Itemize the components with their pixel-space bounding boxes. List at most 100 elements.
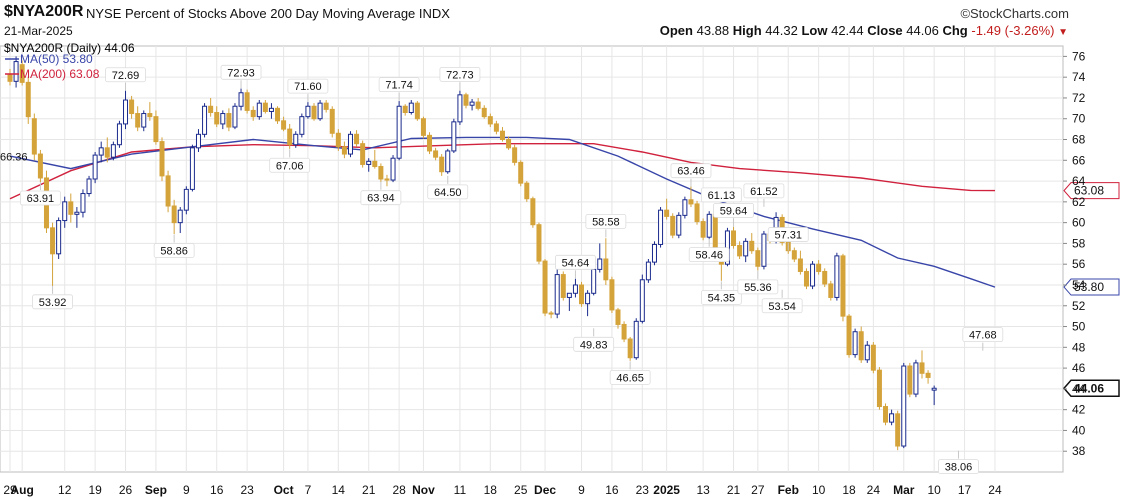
y-tick-label: 58 bbox=[1072, 236, 1086, 250]
y-tick-label: 62 bbox=[1072, 195, 1086, 209]
annotation-box bbox=[439, 66, 481, 82]
annotation-box bbox=[767, 227, 809, 242]
candle-up bbox=[202, 105, 208, 135]
edge-label-left: 66.36 bbox=[0, 152, 28, 164]
edge-label-value: 53.80 bbox=[1074, 280, 1104, 294]
candle-down bbox=[883, 406, 889, 423]
ma50-line bbox=[9, 136, 996, 288]
annotation-label: 58.46 bbox=[695, 250, 723, 262]
candle-up bbox=[183, 188, 189, 211]
candle-down bbox=[481, 107, 487, 118]
candle-down bbox=[493, 123, 499, 132]
candle-down bbox=[208, 105, 214, 113]
annotation-label: 61.13 bbox=[708, 190, 736, 202]
x-tick-label: 16 bbox=[605, 483, 619, 497]
candle-up bbox=[645, 261, 651, 281]
change-label: Chg bbox=[942, 23, 968, 38]
annotation-label: 57.31 bbox=[774, 230, 802, 242]
candle-up bbox=[56, 220, 62, 255]
legend-main: $NYA200R (Daily) 44.06 bbox=[4, 41, 135, 55]
candle-down bbox=[749, 240, 755, 252]
annotation-label: 63.46 bbox=[677, 166, 705, 178]
y-tick-label: 74 bbox=[1072, 70, 1086, 84]
annotation-box bbox=[105, 67, 146, 83]
x-tick-label: 9 bbox=[183, 483, 190, 497]
candle-up bbox=[98, 147, 104, 156]
candle-down bbox=[542, 260, 548, 314]
candle-down bbox=[129, 99, 135, 115]
candle-up bbox=[189, 147, 195, 190]
plot-frame bbox=[0, 45, 1064, 473]
candle-down bbox=[816, 263, 822, 272]
candle-down bbox=[609, 279, 615, 311]
x-tick-label: Sep bbox=[145, 483, 167, 497]
y-tick-label: 56 bbox=[1072, 257, 1086, 271]
x-tick-label: 9 bbox=[578, 483, 585, 497]
candle-up bbox=[116, 123, 122, 146]
candle-up bbox=[651, 243, 657, 263]
candle-up bbox=[177, 209, 183, 224]
candle-down bbox=[244, 92, 250, 111]
candle-down bbox=[907, 365, 913, 395]
candle-up bbox=[232, 105, 238, 128]
candle-down bbox=[579, 284, 585, 305]
annotation-label: 63.94 bbox=[367, 193, 395, 205]
candle-down bbox=[68, 201, 74, 215]
candle-down bbox=[919, 362, 925, 374]
x-tick-label: 25 bbox=[514, 483, 528, 497]
candle-up bbox=[396, 105, 402, 159]
candle-down bbox=[147, 113, 153, 118]
candle-down bbox=[378, 166, 384, 180]
candle-up bbox=[408, 102, 414, 113]
candle-up bbox=[761, 233, 767, 267]
candle-down bbox=[700, 221, 706, 238]
candle-down bbox=[250, 109, 256, 118]
annotation-box bbox=[713, 202, 754, 218]
candle-down bbox=[287, 128, 293, 146]
candle-up bbox=[572, 284, 578, 294]
candle-up bbox=[13, 61, 19, 82]
annotation-label: 71.60 bbox=[294, 81, 322, 93]
annotation-label: 59.64 bbox=[720, 205, 748, 217]
candle-up bbox=[554, 274, 560, 315]
annotation-label: 72.93 bbox=[227, 67, 255, 79]
x-tick-label: 21 bbox=[727, 483, 741, 497]
candle-layer bbox=[7, 56, 937, 451]
candle-up bbox=[633, 320, 639, 359]
candle-down bbox=[506, 139, 512, 149]
chart-header: $NYA200R NYSE Percent of Stocks Above 20… bbox=[0, 0, 1122, 40]
candle-down bbox=[670, 215, 676, 236]
annotation-box bbox=[32, 294, 73, 310]
edge-label-value: 44.06 bbox=[1074, 381, 1104, 395]
candle-up bbox=[62, 201, 68, 222]
edge-label-box bbox=[1063, 278, 1120, 296]
y-tick-label: 38 bbox=[1072, 444, 1086, 458]
candle-down bbox=[615, 309, 621, 325]
candle-up bbox=[682, 199, 688, 216]
annotation-label: 67.06 bbox=[276, 160, 304, 172]
annotation-layer: 53.92 63.91 72.69 58.86 72.93 67.06 71.60 63.94… bbox=[0, 64, 1120, 474]
y-tick-label: 40 bbox=[1072, 423, 1086, 437]
x-tick-label: Oct bbox=[274, 483, 294, 497]
chart-date: 21-Mar-2025 bbox=[4, 24, 73, 38]
x-tick-label: 24 bbox=[867, 483, 881, 497]
candle-down bbox=[341, 146, 347, 155]
x-tick-label: 10 bbox=[812, 483, 826, 497]
candle-up bbox=[901, 365, 907, 447]
annotation-label: 72.69 bbox=[112, 70, 140, 82]
candle-down bbox=[664, 209, 670, 217]
candle-up bbox=[597, 258, 603, 270]
candle-up bbox=[390, 157, 396, 181]
candle-up bbox=[658, 209, 664, 245]
annotation-box bbox=[688, 247, 730, 263]
annotation-label: 58.58 bbox=[592, 216, 620, 228]
candle-up bbox=[317, 102, 323, 120]
annotation-label: 47.68 bbox=[969, 330, 997, 342]
y-tick-label: 50 bbox=[1072, 320, 1086, 334]
candle-up bbox=[591, 268, 597, 294]
candle-down bbox=[737, 244, 743, 257]
x-tick-label: 19 bbox=[88, 483, 102, 497]
candle-up bbox=[743, 240, 749, 257]
ma200-line bbox=[9, 143, 996, 200]
